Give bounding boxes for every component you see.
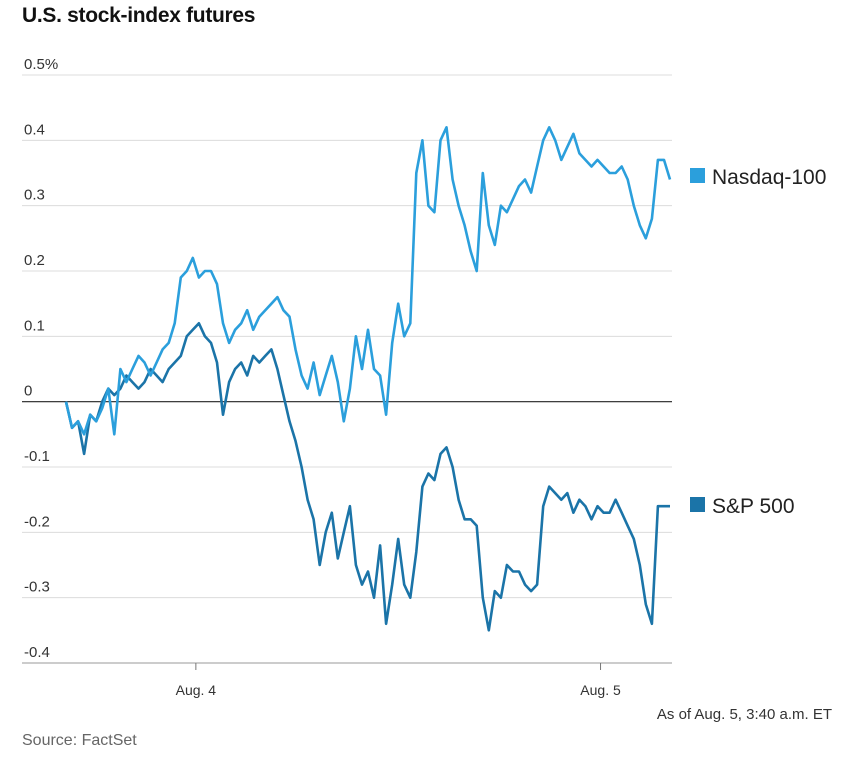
series-line-nasdaq-100 (64, 126, 672, 436)
y-tick-label: 0.2 (24, 252, 45, 269)
y-tick-label: -0.1 (24, 448, 50, 465)
y-tick-label: 0.1 (24, 317, 45, 334)
as-of-note: As of Aug. 5, 3:40 a.m. ET (656, 706, 832, 723)
y-tick-label: 0.3 (24, 187, 45, 204)
legend-swatch (690, 168, 705, 183)
y-tick-label: -0.3 (24, 579, 50, 596)
x-tick-label: Aug. 5 (580, 682, 621, 698)
legend-label: Nasdaq-100 (712, 166, 826, 189)
legend: Nasdaq-100 S&P 500 (690, 166, 826, 518)
x-tick-label: Aug. 4 (176, 682, 217, 698)
y-tick-label: 0.4 (24, 121, 45, 138)
series-lines (64, 126, 672, 632)
y-tick-label: -0.2 (24, 513, 50, 530)
y-axis-ticks: 0.5% 0.4 0.3 0.2 0.1 0 -0.1 -0.2 -0.3 -0.4 (24, 56, 58, 661)
y-tick-label: 0.5% (24, 56, 58, 73)
y-tick-label: -0.4 (24, 644, 50, 661)
source-note: Source: FactSet (22, 732, 137, 749)
series-line-sp-500 (64, 322, 670, 632)
legend-label: S&P 500 (712, 495, 795, 518)
y-tick-label: 0 (24, 383, 32, 400)
chart-title: U.S. stock-index futures (22, 4, 256, 27)
x-axis: Aug. 4 Aug. 5 (22, 662, 672, 698)
legend-swatch (690, 497, 705, 512)
